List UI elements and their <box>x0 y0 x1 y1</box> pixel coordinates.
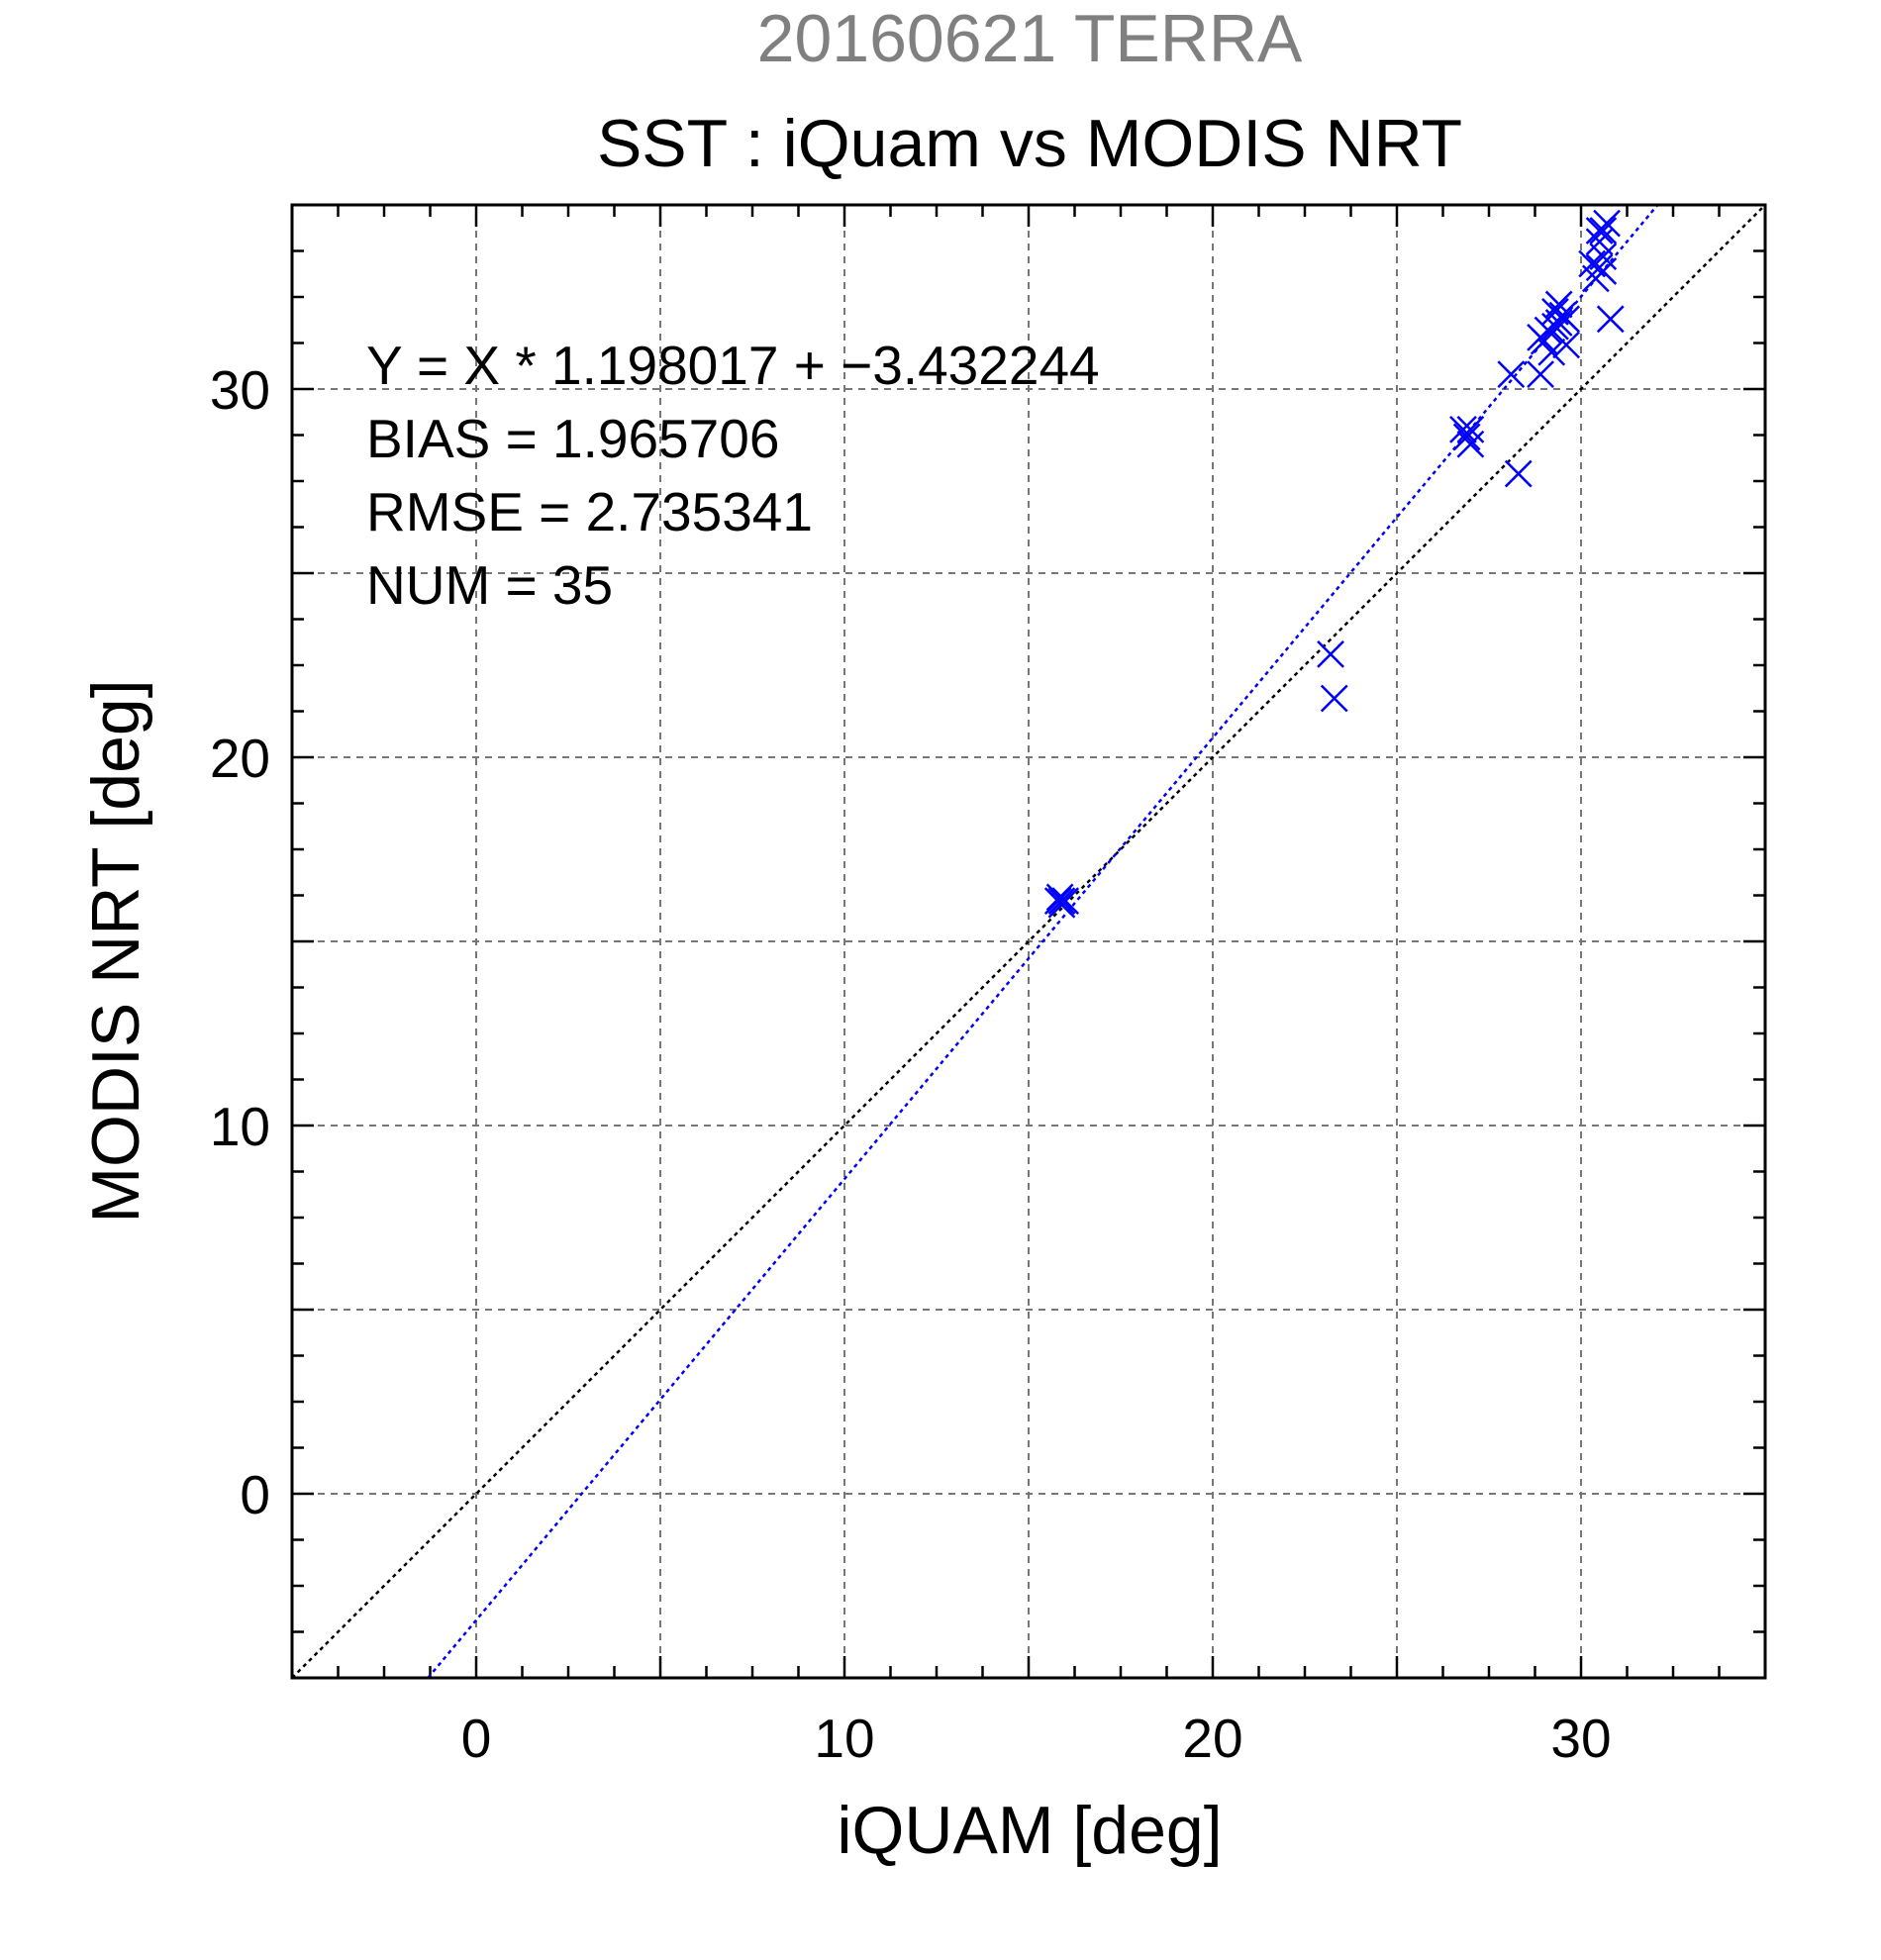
data-point <box>1504 459 1533 488</box>
data-point-stroke <box>1589 217 1618 245</box>
data-point-stroke <box>1585 228 1614 256</box>
plot-frame <box>290 203 1767 1680</box>
data-point-stroke <box>1504 459 1533 488</box>
data-point-stroke <box>1537 338 1566 366</box>
data-point-stroke <box>1527 360 1554 389</box>
data-point <box>1589 217 1618 245</box>
data-point-stroke <box>1047 887 1076 915</box>
x-tick-label: 0 <box>461 1708 492 1769</box>
data-point <box>1537 338 1566 366</box>
data-point <box>1047 887 1076 915</box>
data-point <box>1552 331 1581 359</box>
data-point <box>1593 209 1621 238</box>
data-point-stroke <box>1456 430 1485 458</box>
identity-line <box>291 204 1766 1679</box>
y-tick-label: 20 <box>210 728 270 789</box>
data-point-stroke <box>1051 887 1080 915</box>
data-point <box>1497 360 1526 389</box>
x-tick-label: 20 <box>1182 1708 1242 1769</box>
suptitle: 20160621 TERRA <box>757 1 1303 76</box>
data-point-stroke <box>1541 297 1569 326</box>
data-point-stroke <box>1552 305 1581 334</box>
data-point-stroke <box>1596 305 1625 334</box>
data-point-stroke <box>1589 257 1618 285</box>
annotation-bias: BIAS = 1.965706 <box>366 408 779 469</box>
data-point-stroke <box>1593 209 1621 238</box>
data-point <box>1589 257 1618 285</box>
data-point-stroke <box>1544 309 1573 337</box>
y-tick-label: 0 <box>240 1464 270 1525</box>
data-points <box>1043 209 1625 919</box>
data-point-stroke <box>1320 684 1348 713</box>
data-point <box>1527 360 1554 389</box>
data-point-stroke <box>1530 327 1558 355</box>
data-point <box>1449 416 1477 443</box>
y-tick-label: 30 <box>210 359 270 421</box>
tick-marks <box>290 203 1767 1680</box>
data-point-stroke <box>1497 360 1526 389</box>
data-point-stroke <box>1045 883 1074 912</box>
data-point-stroke <box>1552 331 1581 359</box>
y-axis-label: MODIS NRT [deg] <box>78 679 153 1223</box>
grid-lines <box>292 205 1765 1678</box>
data-point <box>1456 430 1485 458</box>
annotation-rmse: RMSE = 2.735341 <box>366 481 813 542</box>
y-tick-label: 10 <box>210 1096 270 1157</box>
data-point-stroke <box>1317 639 1344 668</box>
annotation-num: NUM = 35 <box>366 554 613 616</box>
reference-lines <box>291 204 1766 1679</box>
data-point <box>1552 305 1581 334</box>
x-tick-label: 10 <box>814 1708 874 1769</box>
data-point-stroke <box>1452 423 1481 451</box>
data-point-stroke <box>1456 416 1485 443</box>
data-point <box>1596 305 1625 334</box>
data-point <box>1320 684 1348 713</box>
data-point <box>1589 243 1618 270</box>
data-point <box>1317 639 1344 668</box>
x-tick-label: 30 <box>1550 1708 1611 1769</box>
data-point <box>1051 887 1080 915</box>
data-point <box>1452 423 1481 451</box>
data-point <box>1544 309 1573 337</box>
chart-title: SST : iQuam vs MODIS NRT <box>597 106 1462 181</box>
x-axis-label: iQUAM [deg] <box>837 1793 1222 1868</box>
data-point <box>1456 416 1485 443</box>
fit-line <box>427 204 1659 1679</box>
data-point-stroke <box>1449 416 1477 443</box>
annotation-fit-equation: Y = X * 1.198017 + −3.432244 <box>366 335 1100 396</box>
data-point <box>1045 883 1074 912</box>
data-point-stroke <box>1589 243 1618 270</box>
tick-labels: 0 10 20 30 0 10 20 30 <box>210 359 1612 1769</box>
